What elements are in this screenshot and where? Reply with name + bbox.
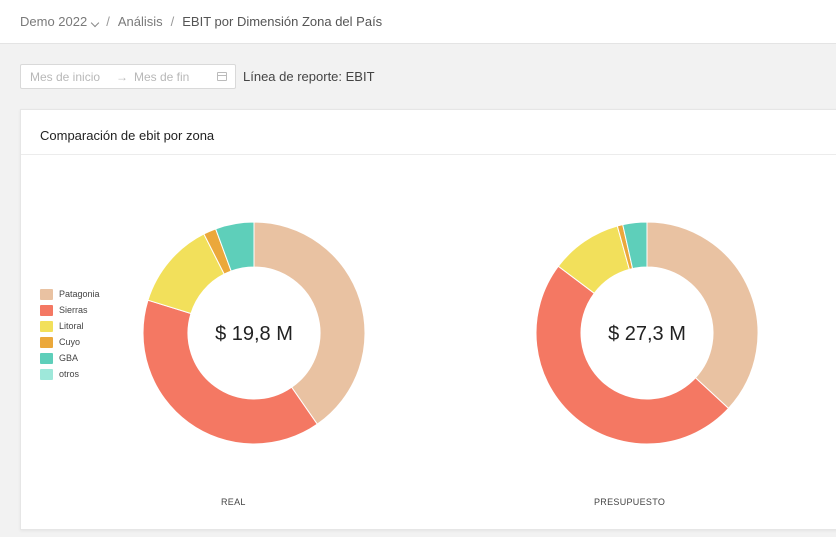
breadcrumb-section[interactable]: Análisis	[117, 14, 163, 29]
legend-item-sierras[interactable]: Sierras	[40, 302, 100, 318]
breadcrumb-separator: /	[170, 14, 175, 29]
filters-bar: Mes de inicio → Mes de fin Línea de repo…	[20, 64, 375, 89]
breadcrumb-root[interactable]: Demo 2022	[20, 14, 100, 29]
chevron-down-icon	[90, 18, 100, 28]
legend-item-cuyo[interactable]: Cuyo	[40, 334, 100, 350]
legend-label: Sierras	[59, 305, 88, 315]
legend-label: Cuyo	[59, 337, 81, 347]
legend-label: GBA	[59, 353, 79, 363]
legend-swatch	[40, 320, 53, 332]
breadcrumb-current: EBIT por Dimensión Zona del País	[182, 14, 383, 29]
legend-swatch	[40, 368, 53, 380]
legend-swatch	[40, 304, 53, 316]
donut-slice-sierras[interactable]	[535, 265, 730, 445]
calendar-icon[interactable]	[217, 72, 227, 81]
legend-label: otros	[59, 369, 80, 379]
donut-center-total: $ 19,8 M	[215, 323, 293, 345]
legend-label: Litoral	[59, 321, 84, 331]
donut-slice-patagonia[interactable]	[253, 221, 366, 425]
arrow-right-icon: →	[116, 70, 128, 84]
chart-title-real: REAL	[221, 497, 246, 507]
donut-charts: $ 19,8 M $ 27,3 M	[142, 221, 759, 445]
legend-swatch	[40, 336, 53, 348]
donut-slice-gba[interactable]	[622, 221, 648, 270]
date-end-input[interactable]: Mes de fin	[134, 70, 190, 84]
chart-card: Comparación de ebit por zona Patagonia Si…	[20, 109, 836, 530]
legend-item-otros[interactable]: otros	[40, 366, 100, 382]
date-start-input[interactable]: Mes de inicio	[30, 70, 101, 84]
legend-swatch	[40, 288, 53, 300]
donut-slice-patagonia[interactable]	[646, 221, 759, 410]
donut-slice-sierras[interactable]	[142, 299, 318, 445]
chart-title-presupuesto: PRESUPUESTO	[594, 497, 666, 507]
breadcrumb: Demo 2022 / Análisis / EBIT por Dimensió…	[20, 14, 382, 29]
breadcrumb-separator: /	[106, 14, 110, 29]
legend-label: Patagonia	[59, 289, 100, 299]
report-line-label: Línea de reporte: EBIT	[243, 69, 375, 84]
chart-legend: Patagonia Sierras Litoral Cuyo GBA otros	[40, 286, 100, 382]
legend-item-patagonia[interactable]: Patagonia	[40, 286, 100, 302]
breadcrumb-root-label: Demo 2022	[20, 14, 88, 29]
top-bar: Demo 2022 / Análisis / EBIT por Dimensió…	[0, 0, 836, 44]
card-title: Comparación de ebit por zona	[21, 110, 836, 155]
legend-swatch	[40, 352, 53, 364]
legend-item-gba[interactable]: GBA	[40, 350, 100, 366]
date-range-picker[interactable]: Mes de inicio → Mes de fin	[20, 64, 236, 89]
donut-slice-gba[interactable]	[214, 221, 255, 272]
legend-item-litoral[interactable]: Litoral	[40, 318, 100, 334]
donut-center-total: $ 27,3 M	[608, 323, 686, 345]
